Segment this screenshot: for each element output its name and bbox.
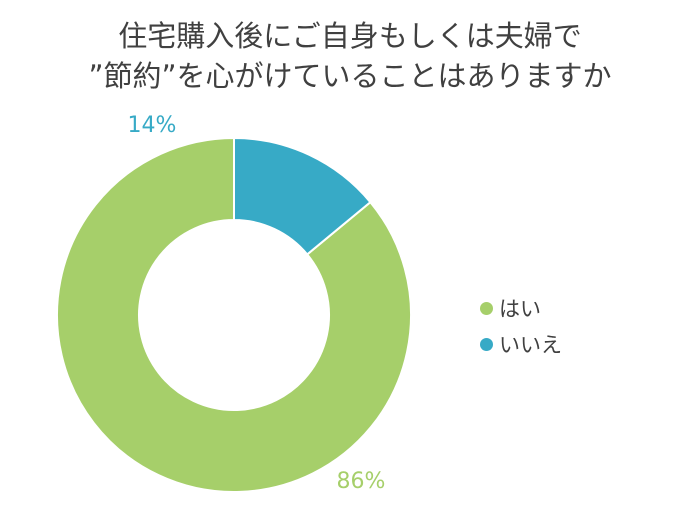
chart-title-line-1: 住宅購入後にご自身もしくは夫婦で bbox=[118, 19, 582, 53]
chart-title: 住宅購入後にご自身もしくは夫婦で ”節約”を心がけていることはありますか bbox=[0, 16, 700, 96]
legend: はい いいえ bbox=[480, 290, 562, 362]
chart-title-line-2: ”節約”を心がけていることはありますか bbox=[88, 59, 612, 93]
legend-label-no: いいえ bbox=[499, 333, 562, 357]
legend-swatch-no bbox=[480, 337, 493, 351]
slice-yes bbox=[56, 136, 412, 493]
legend-swatch-yes bbox=[480, 301, 493, 315]
legend-label-yes: はい bbox=[499, 297, 541, 321]
legend-item-yes: はい bbox=[480, 290, 562, 326]
legend-item-no: いいえ bbox=[480, 326, 562, 362]
slice-no bbox=[233, 136, 372, 256]
data-label-yes: 86% bbox=[337, 469, 386, 494]
data-label-no: 14% bbox=[128, 113, 177, 138]
